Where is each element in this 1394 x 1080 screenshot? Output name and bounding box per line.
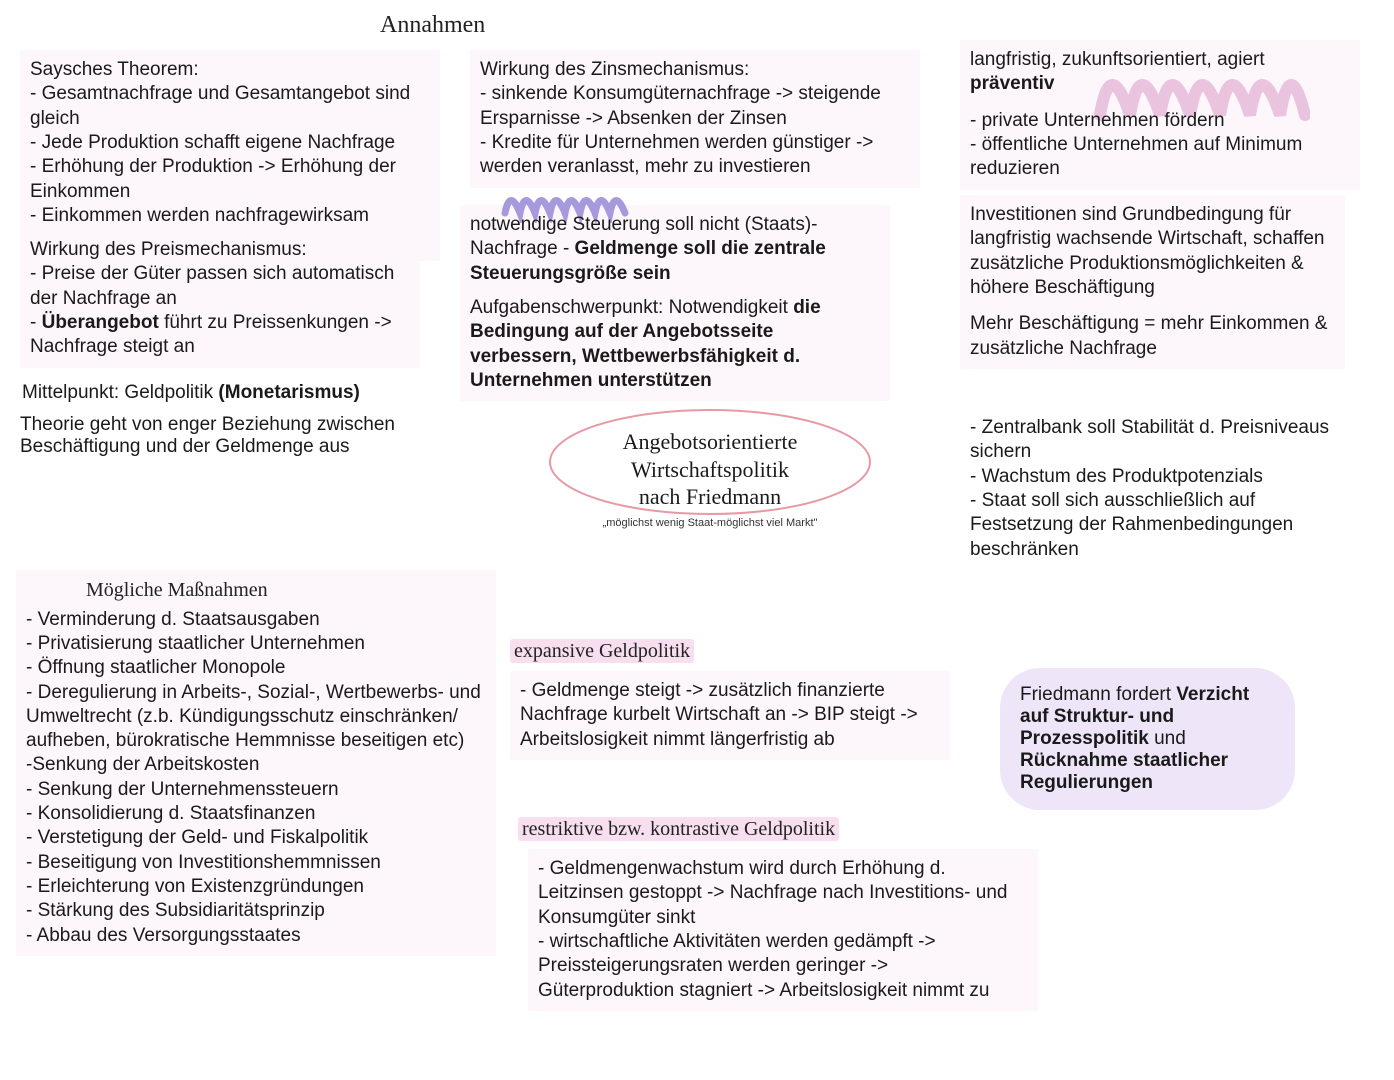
friedmann-c: und [1149, 728, 1186, 749]
m-i2: - Privatisierung staatlicher Unternehmen [26, 632, 486, 656]
monet-sub: Theorie geht von enger Beziehung zwische… [20, 414, 460, 458]
friedmann-a: Friedmann fordert [1020, 684, 1176, 705]
restriktiv-heading: restriktive bzw. kontrastive Geldpolitik [518, 818, 1038, 841]
expansive-body: - Geldmenge steigt -> zusätzlich finanzi… [510, 671, 950, 760]
m-i4b: aufheben, bürokratische Hemmnisse beseit… [26, 729, 486, 753]
restriktiv-body: - Geldmengenwachstum wird durch Erhöhung… [528, 849, 1038, 1011]
zins-b2: - Kredite für Unternehmen werden günstig… [480, 131, 910, 180]
block-massnahmen: Mögliche Maßnahmen - Verminderung d. Sta… [16, 570, 496, 956]
massnahmen-heading: Mögliche Maßnahmen [26, 578, 486, 604]
restriktiv-heading-text: restriktive bzw. kontrastive Geldpolitik [518, 817, 839, 841]
expansive-heading-text: expansive Geldpolitik [510, 639, 694, 663]
m-i3: - Öffnung staatlicher Monopole [26, 656, 486, 680]
m-i9: - Beseitigung von Investitionshemmnissen [26, 851, 486, 875]
zins-b1: - sinkende Konsumgüternachfrage -> steig… [480, 82, 910, 131]
say-b1: - Gesamtnachfrage und Gesamtangebot sind… [30, 82, 430, 131]
langfr-l1: langfristig, zukunftsorientiert, agiert … [970, 48, 1350, 97]
preis-b2: - Überangebot führt zu Preissenkungen ->… [30, 311, 410, 360]
monet-a: Mittelpunkt: Geldpolitik [22, 382, 218, 403]
m-i12: - Abbau des Versorgungsstaates [26, 924, 486, 948]
block-friedmann: Friedmann fordert Verzicht auf Struktur-… [1000, 668, 1295, 810]
say-heading: Saysches Theorem: [30, 58, 430, 82]
m-i6: - Senkung der Unternehmenssteuern [26, 778, 486, 802]
monet-line: Mittelpunkt: Geldpolitik (Monetarismus) [22, 382, 452, 404]
monet-b: (Monetarismus) [218, 382, 359, 403]
m-i10: - Erleichterung von Existenzgründungen [26, 875, 486, 899]
preis-b2b: Überangebot [42, 312, 159, 333]
restriktiv-b2: - wirtschaftliche Aktivitäten werden ged… [538, 930, 1028, 1003]
block-steuerung: notwendige Steuerung soll nicht (Staats)… [460, 205, 890, 401]
steuerung-l2: Aufgabenschwerpunkt: Notwendigkeit die B… [470, 296, 880, 393]
page-title: Annahmen [380, 12, 485, 39]
m-i4: - Deregulierung in Arbeits-, Sozial-, We… [26, 681, 486, 730]
zentral-b3: - Staat soll sich ausschließlich auf Fes… [970, 489, 1345, 562]
steuerung-l1: notwendige Steuerung soll nicht (Staats)… [470, 213, 880, 286]
zentral-b1: - Zentralbank soll Stabilität d. Preisni… [970, 416, 1345, 465]
block-zentral: - Zentralbank soll Stabilität d. Preisni… [960, 408, 1355, 570]
center-l3: nach Friedmann [555, 483, 865, 511]
say-b3: - Erhöhung der Produktion -> Erhöhung de… [30, 155, 430, 204]
block-restriktiv: restriktive bzw. kontrastive Geldpolitik… [518, 818, 1038, 1011]
m-i8: - Verstetigung der Geld- und Fiskalpolit… [26, 826, 486, 850]
center-node: Angebotsorientierte Wirtschaftspolitik n… [555, 410, 865, 540]
m-i1: - Verminderung d. Staatsausgaben [26, 608, 486, 632]
say-b2: - Jede Produktion schafft eigene Nachfra… [30, 131, 430, 155]
block-zins: Wirkung des Zinsmechanismus: - sinkende … [470, 50, 920, 188]
center-sub: „möglichst wenig Staat-möglichst viel Ma… [555, 517, 865, 529]
zentral-b2: - Wachstum des Produktpotenzials [970, 465, 1345, 489]
m-i7: - Konsolidierung d. Staatsfinanzen [26, 802, 486, 826]
block-expansive: expansive Geldpolitik - Geldmenge steigt… [510, 640, 950, 760]
block-invest: Investitionen sind Grundbedingung für la… [960, 195, 1345, 369]
center-l1: Angebotsorientierte [555, 428, 865, 456]
restriktiv-b1: - Geldmengenwachstum wird durch Erhöhung… [538, 857, 1028, 930]
m-i11: - Stärkung des Subsidiaritätsprinzip [26, 899, 486, 923]
block-preis: Wirkung des Preismechanismus: - Preise d… [20, 230, 420, 368]
langfr-b2: - öffentliche Unternehmen auf Minimum re… [970, 133, 1350, 182]
center-title: Angebotsorientierte Wirtschaftspolitik n… [555, 410, 865, 511]
langfr-b1: - private Unternehmen fördern [970, 109, 1350, 133]
preis-b1: - Preise der Güter passen sich automatis… [30, 262, 410, 311]
m-i5: -Senkung der Arbeitskosten [26, 753, 486, 777]
zins-heading: Wirkung des Zinsmechanismus: [480, 58, 910, 82]
friedmann-d: Rücknahme staatlicher Regulierungen [1020, 750, 1228, 793]
block-say: Saysches Theorem: - Gesamtnachfrage und … [20, 50, 440, 261]
center-l2: Wirtschaftspolitik [555, 456, 865, 484]
preis-heading: Wirkung des Preismechanismus: [30, 238, 410, 262]
invest-p1: Investitionen sind Grundbedingung für la… [970, 203, 1335, 300]
expansive-heading: expansive Geldpolitik [510, 640, 950, 663]
preis-b2a: - [30, 312, 42, 333]
steuerung-l2a: Aufgabenschwerpunkt: Notwendigkeit [470, 297, 793, 318]
langfr-l1a: langfristig, zukunftsorientiert, agiert [970, 49, 1265, 70]
invest-p2: Mehr Beschäftigung = mehr Einkommen & zu… [970, 312, 1335, 361]
langfr-l1b: präventiv [970, 73, 1054, 94]
block-langfr: langfristig, zukunftsorientiert, agiert … [960, 40, 1360, 190]
